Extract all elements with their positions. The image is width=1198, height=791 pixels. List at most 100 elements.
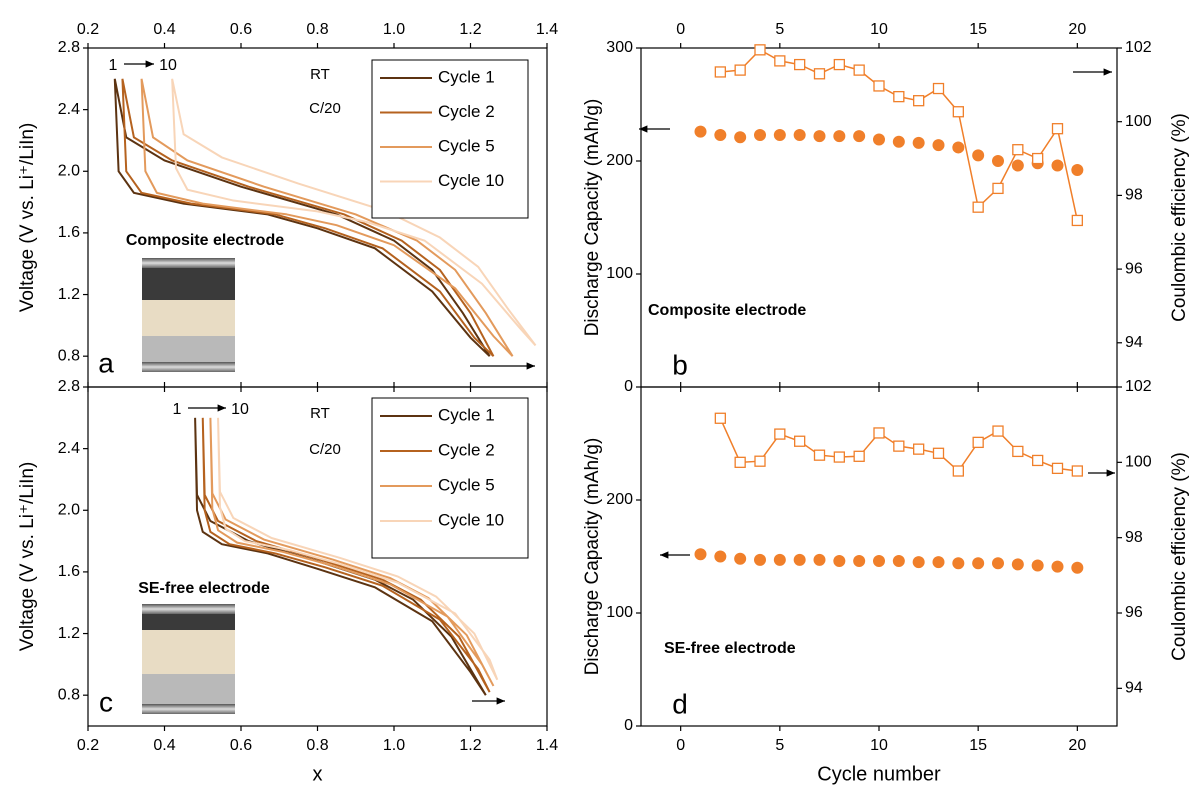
dot-marker bbox=[992, 557, 1004, 570]
square-marker bbox=[734, 456, 746, 468]
x-tick-label: 0 bbox=[676, 737, 685, 754]
y-tick-label: 200 bbox=[606, 491, 633, 508]
x-tick-label: 0.2 bbox=[77, 21, 99, 38]
curve bbox=[217, 417, 499, 681]
square-marker bbox=[714, 66, 726, 78]
x-tick-label: 5 bbox=[775, 21, 784, 38]
y-tick-label: 1.2 bbox=[58, 286, 80, 303]
y2-tick-label: 96 bbox=[1125, 604, 1143, 621]
dot-marker bbox=[793, 129, 806, 142]
dot-marker bbox=[912, 136, 925, 149]
curve bbox=[121, 78, 495, 357]
square-marker bbox=[1032, 152, 1044, 165]
dot-marker bbox=[694, 125, 707, 138]
dot-marker bbox=[1051, 560, 1064, 573]
legend-label: Cycle 10 bbox=[438, 171, 504, 190]
dot-marker bbox=[773, 129, 786, 142]
square-marker bbox=[853, 64, 865, 76]
legend-label: Cycle 1 bbox=[438, 405, 495, 424]
square-marker bbox=[1071, 214, 1083, 227]
y-tick-label: 300 bbox=[606, 39, 633, 56]
dot-marker bbox=[873, 555, 885, 568]
dot-marker bbox=[793, 553, 806, 566]
square-marker bbox=[873, 80, 885, 92]
x-tick-label: 1.2 bbox=[459, 21, 481, 38]
square-marker bbox=[774, 55, 786, 67]
x-tick-label: 0.4 bbox=[153, 21, 175, 38]
curve bbox=[171, 78, 537, 347]
y-tick-label: 1.6 bbox=[58, 224, 80, 241]
square-marker bbox=[774, 428, 786, 440]
square-marker bbox=[1051, 462, 1064, 475]
x-tick-label: 0.2 bbox=[77, 737, 99, 754]
square-marker bbox=[1071, 465, 1083, 477]
y-tick-label: 0 bbox=[624, 717, 633, 734]
x-tick-label: 0.8 bbox=[306, 21, 328, 38]
x-tick-label: 5 bbox=[775, 737, 784, 754]
y-tick-label: 2.0 bbox=[58, 501, 80, 518]
legend-label: Cycle 2 bbox=[438, 102, 495, 121]
x-tick-label: 1.0 bbox=[383, 737, 405, 754]
square-marker bbox=[853, 450, 865, 462]
electrode-illustration bbox=[142, 258, 235, 372]
x-tick-label: 0.8 bbox=[306, 737, 328, 754]
dot-marker bbox=[734, 131, 747, 144]
electrode-illustration bbox=[142, 604, 235, 714]
square-marker bbox=[833, 451, 845, 463]
dot-marker bbox=[734, 552, 747, 565]
square-marker bbox=[714, 412, 726, 424]
panel: 0.2 0.4 0.6 0.8 1.0 1.2 1.4 0.8 1.2 1.6 2.0 2.4 2.8 V… bbox=[17, 378, 558, 785]
y2-axis-label: Coulombic efficiency (%) bbox=[1169, 113, 1190, 322]
legend-label: Cycle 10 bbox=[438, 510, 504, 529]
x-axis-label: x bbox=[313, 763, 323, 785]
y-axis-label: Discharge Capacity (mAh/g) bbox=[582, 438, 603, 676]
dot-marker bbox=[952, 557, 965, 570]
dot-marker bbox=[813, 130, 826, 143]
square-marker bbox=[972, 436, 984, 449]
dot-marker bbox=[1011, 558, 1024, 571]
square-marker bbox=[813, 449, 826, 461]
dot-marker bbox=[833, 130, 846, 143]
x-tick-label: 20 bbox=[1068, 21, 1086, 38]
x-tick-label: 1.2 bbox=[459, 737, 481, 754]
dot-marker bbox=[1071, 164, 1084, 177]
dot-marker bbox=[754, 553, 766, 566]
legend-label: Cycle 5 bbox=[438, 136, 495, 155]
y2-tick-label: 100 bbox=[1125, 454, 1152, 471]
x-tick-label: 1.4 bbox=[536, 21, 558, 38]
square-marker bbox=[972, 201, 984, 213]
y2-tick-label: 94 bbox=[1125, 334, 1143, 351]
square-marker bbox=[932, 447, 945, 459]
x-axis-label: Cycle number bbox=[817, 763, 941, 785]
dot-marker bbox=[932, 556, 945, 569]
x-tick-label: 15 bbox=[969, 21, 987, 38]
x-tick-label: 15 bbox=[969, 737, 987, 754]
annotation: 1 bbox=[109, 57, 118, 74]
y2-tick-label: 96 bbox=[1125, 260, 1143, 277]
curve bbox=[201, 417, 491, 693]
annotation: C/20 bbox=[309, 441, 341, 458]
annotation: Composite electrode bbox=[126, 232, 284, 249]
x-tick-label: 1.0 bbox=[383, 21, 405, 38]
square-marker bbox=[952, 106, 964, 118]
annotation: 1 bbox=[173, 401, 182, 418]
curve bbox=[113, 78, 491, 357]
dot-marker bbox=[873, 133, 885, 146]
square-marker bbox=[932, 82, 945, 95]
dot-marker bbox=[773, 553, 786, 566]
dot-marker bbox=[853, 555, 866, 568]
dot-marker bbox=[714, 129, 727, 142]
curve bbox=[209, 417, 495, 687]
dot-marker bbox=[813, 553, 826, 566]
square-marker bbox=[794, 435, 806, 447]
x-tick-label: 0.4 bbox=[153, 737, 175, 754]
legend-frame bbox=[371, 397, 529, 559]
dot-marker bbox=[833, 555, 846, 568]
y-tick-label: 200 bbox=[606, 152, 633, 169]
dot-marker bbox=[952, 141, 965, 154]
y-tick-label: 1.2 bbox=[58, 625, 80, 642]
dot-marker bbox=[992, 155, 1004, 167]
annotation: d bbox=[672, 688, 688, 719]
square-marker bbox=[734, 64, 746, 76]
